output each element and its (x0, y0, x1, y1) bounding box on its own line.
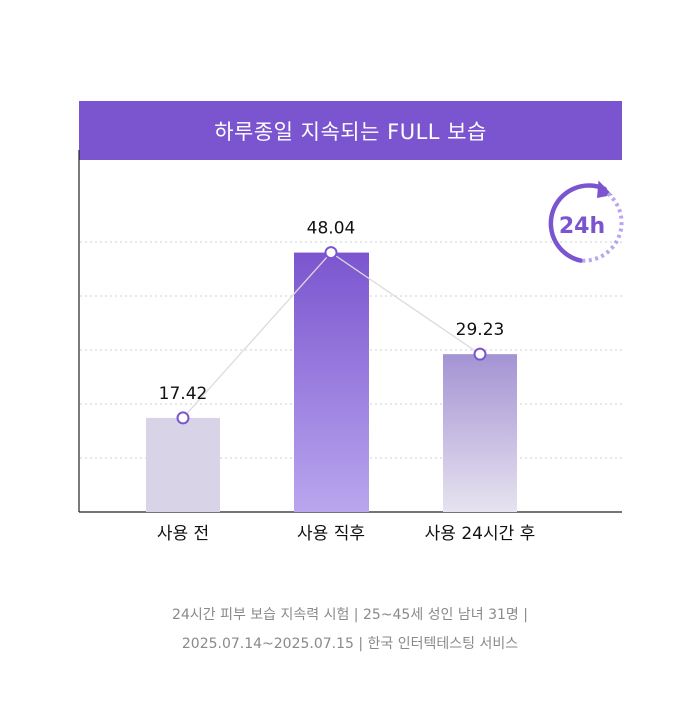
footnote-line-1: 24시간 피부 보습 지속력 시험 | 25~45세 성인 남녀 31명 | (172, 607, 528, 623)
bar-after-24h (443, 354, 517, 512)
footnote-line-2: 2025.07.14~2025.07.15 | 한국 인터텍테스팅 서비스 (181, 636, 519, 652)
dotted-arc (580, 192, 624, 263)
badge-label: 24h (559, 214, 605, 239)
chart-title-banner: 하루종일 지속되는 FULL 보습 (79, 101, 622, 160)
chart-title: 하루종일 지속되는 FULL 보습 (214, 119, 487, 144)
point-before (176, 411, 190, 425)
value-label-right-after: 48.04 (307, 219, 356, 239)
value-label-before: 17.42 (159, 384, 208, 404)
value-label-after-24h: 29.23 (456, 320, 505, 340)
bar-before (146, 417, 220, 512)
point-right-after (324, 246, 338, 260)
category-label-before: 사용 전 (157, 524, 209, 544)
circular-arrow-icon (548, 183, 607, 263)
point-after-24h (473, 347, 487, 361)
bar-right-after (294, 252, 369, 513)
category-label-after-24h: 사용 24시간 후 (425, 524, 536, 544)
category-label-right-after: 사용 직후 (297, 524, 365, 544)
badge-24h: 24h (548, 180, 624, 263)
